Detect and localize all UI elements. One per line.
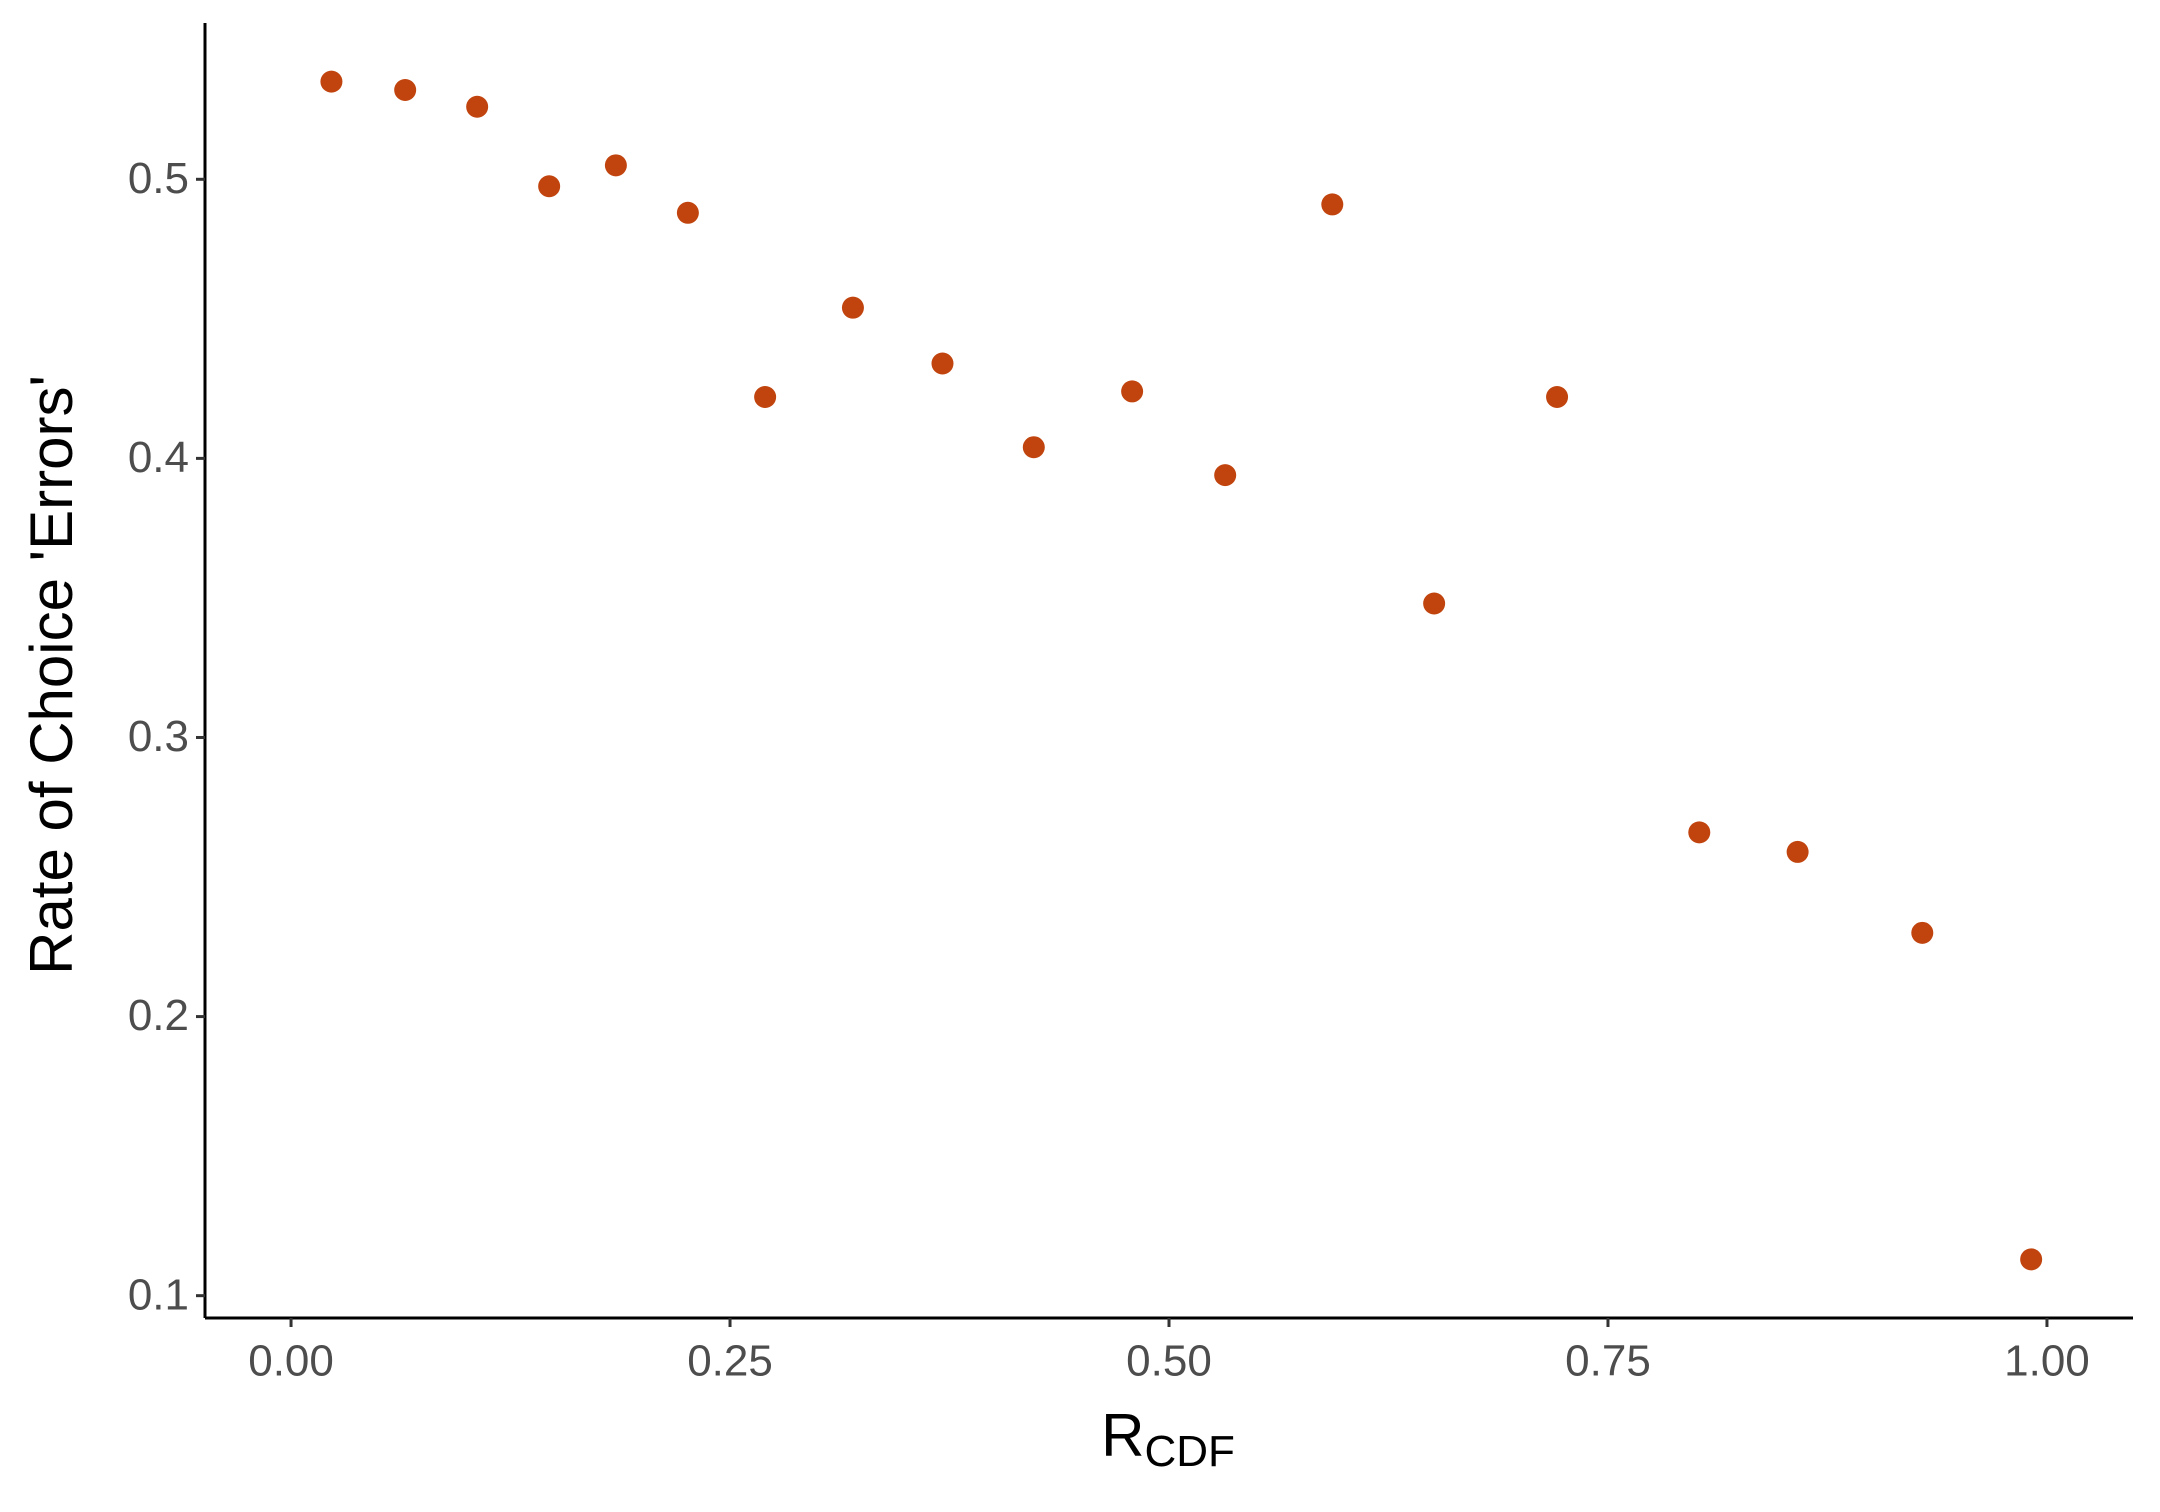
point [841, 296, 864, 319]
x-tick-label: 0.50 [1126, 1337, 1212, 1386]
point [394, 78, 417, 101]
x-tick-label: 0.75 [1565, 1337, 1651, 1386]
point [1321, 193, 1344, 216]
point [1214, 464, 1237, 487]
point [1911, 921, 1934, 944]
point [538, 175, 561, 198]
point [1688, 821, 1711, 844]
y-axis-title: Rate of Choice 'Errors' [18, 375, 85, 975]
y-tick-label: 0.4 [128, 433, 189, 482]
y-tick-label: 0.2 [128, 991, 189, 1040]
point [1546, 385, 1569, 408]
y-tick-label: 0.5 [128, 154, 189, 203]
y-tick-label: 0.3 [128, 712, 189, 761]
x-tick-label: 0.00 [248, 1337, 334, 1386]
point [1423, 592, 1446, 615]
x-title-main: R [1101, 1402, 1144, 1469]
point [604, 154, 627, 177]
y-tick-label: 0.1 [128, 1270, 189, 1319]
x-tick-label: 0.25 [687, 1337, 773, 1386]
x-tick-label: 1.00 [2004, 1337, 2090, 1386]
point [2020, 1248, 2043, 1271]
point [754, 385, 777, 408]
x-axis-title: RCDF [1101, 1402, 1235, 1476]
x-title-sub: CDF [1144, 1427, 1234, 1476]
point [1022, 436, 1045, 459]
point [1121, 380, 1144, 403]
point [1786, 840, 1809, 863]
point [466, 95, 489, 118]
point [676, 201, 699, 224]
point [931, 352, 954, 375]
point [320, 70, 343, 93]
